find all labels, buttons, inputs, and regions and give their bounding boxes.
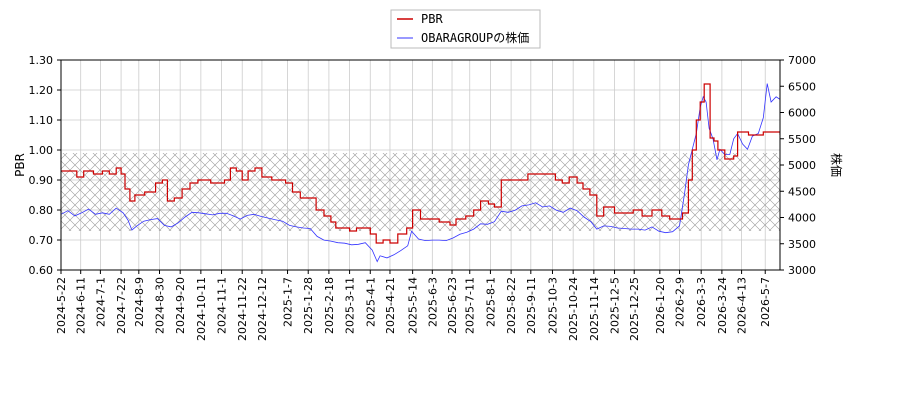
x-tick-label: 2025-4-1: [364, 277, 377, 327]
x-tick-label: 2024-12-12: [256, 277, 269, 341]
y-tick-label: 0.90: [29, 174, 54, 187]
x-tick-label: 2025-6-3: [426, 277, 439, 327]
x-tick-label: 2025-8-22: [505, 277, 518, 334]
right-y-axis: 3000 3500 4000 4500 5000 5500 6000 6500 7000: [780, 54, 816, 277]
x-tick-label: 2025-1-28: [302, 277, 315, 334]
y-tick-label: 1.00: [29, 144, 54, 157]
legend-pbr-label: PBR: [421, 12, 443, 26]
x-tick-label: 2025-4-21: [384, 277, 397, 334]
x-tick-label: 2024-7-1: [94, 277, 107, 327]
y-right-tick-label: 3000: [788, 264, 816, 277]
x-tick-label: 2025-1-7: [282, 277, 295, 327]
x-tick-label: 2025-6-23: [446, 277, 459, 334]
x-tick-label: 2024-10-11: [195, 277, 208, 341]
x-tick-label: 2026-5-7: [759, 277, 772, 327]
x-tick-label: 2025-9-11: [525, 277, 538, 334]
legend: PBR OBARAGROUPの株価: [390, 9, 541, 49]
x-tick-label: 2024-6-11: [75, 277, 88, 334]
x-tick-label: 2026-3-24: [716, 277, 729, 334]
y-right-tick-label: 5000: [788, 159, 816, 172]
y-right-tick-label: 3500: [788, 238, 816, 251]
right-axis-label: 株価: [829, 153, 844, 177]
x-tick-label: 2025-10-24: [567, 277, 580, 341]
y-right-tick-label: 6000: [788, 107, 816, 120]
y-tick-label: 1.20: [29, 84, 54, 97]
x-tick-label: 2024-11-22: [236, 277, 249, 341]
y-right-tick-label: 7000: [788, 54, 816, 67]
y-tick-label: 1.10: [29, 114, 54, 127]
x-tick-label: 2025-7-11: [464, 277, 477, 334]
x-tick-label: 2025-2-18: [323, 277, 336, 334]
x-tick-label: 2024-8-9: [133, 277, 146, 327]
x-tick-label: 2024-7-22: [115, 277, 128, 334]
left-axis-label: PBR: [13, 153, 27, 177]
x-tick-label: 2026-1-20: [654, 277, 667, 334]
y-right-tick-label: 6500: [788, 80, 816, 93]
x-tick-label: 2025-10-3: [546, 277, 559, 334]
x-tick-label: 2025-3-11: [344, 277, 357, 334]
x-axis: 2024-5-22 2024-6-11 2024-7-1 2024-7-22 2024-…: [55, 270, 772, 341]
series-line-price: [61, 83, 780, 263]
x-tick-label: 2026-4-13: [736, 277, 749, 334]
x-tick-label: 2026-3-3: [695, 277, 708, 327]
y-tick-label: 0.70: [29, 234, 54, 247]
legend-price-label: OBARAGROUPの株価: [421, 30, 529, 45]
x-tick-label: 2025-12-25: [628, 277, 641, 341]
y-tick-label: 0.60: [29, 264, 54, 277]
y-right-tick-label: 4500: [788, 185, 816, 198]
y-tick-label: 0.80: [29, 204, 54, 217]
y-right-tick-label: 4000: [788, 212, 816, 225]
x-tick-label: 2025-12-5: [609, 277, 622, 334]
x-tick-label: 2026-2-9: [674, 277, 687, 327]
x-tick-label: 2025-5-14: [407, 277, 420, 334]
series-line-pbr: [61, 83, 780, 244]
y-tick-label: 1.30: [29, 54, 54, 67]
x-tick-label: 2024-11-1: [216, 277, 229, 334]
x-tick-label: 2024-9-20: [174, 277, 187, 334]
x-tick-label: 2025-11-14: [588, 277, 601, 341]
x-tick-label: 2024-8-30: [153, 277, 166, 334]
x-tick-label: 2025-8-1: [484, 277, 497, 327]
left-y-axis: 0.60 0.70 0.80 0.90 1.00 1.10 1.20 1.30: [29, 54, 61, 277]
y-right-tick-label: 5500: [788, 133, 816, 146]
x-tick-label: 2024-5-22: [55, 277, 68, 334]
series-layer: [61, 83, 780, 263]
legend-box: [390, 9, 541, 49]
